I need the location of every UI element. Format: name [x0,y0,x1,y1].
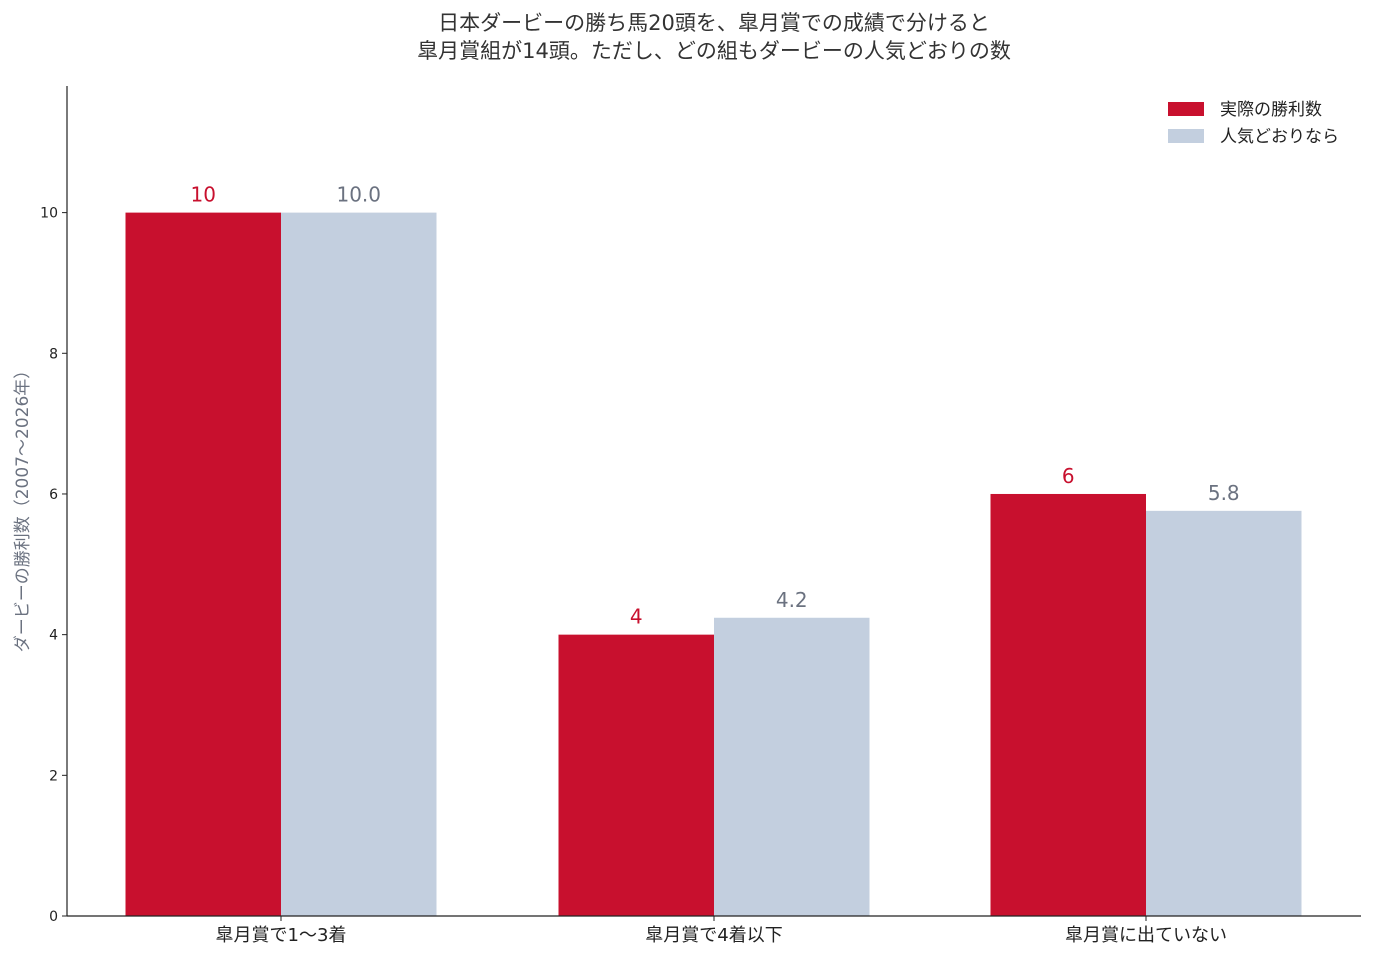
legend: 実際の勝利数 人気どおりなら [1168,100,1339,147]
y-tick-label-6: 6 [49,487,58,503]
y-ticks-group: 0 2 4 6 8 10 [40,206,67,925]
x-tick-label-2: 皐月賞に出ていない [1065,925,1227,946]
bar-expected-1 [714,617,870,916]
bar-actual-1 [558,634,714,916]
legend-label-actual: 実際の勝利数 [1220,100,1322,120]
chart-title-line-2: 皐月賞組が14頭。ただし、どの組もダービーの人気どおりの数 [417,39,1011,63]
data-label-expected-1: 4.2 [776,588,808,612]
bars-group [125,212,1302,916]
data-label-actual-1: 4 [630,605,643,629]
legend-swatch-expected [1168,129,1204,143]
chart-title-line-1: 日本ダービーの勝ち馬20頭を、皐月賞での成績で分けると [438,11,990,35]
data-labels-group: 10 10.0 4 4.2 6 5.8 [191,183,1240,629]
x-tick-label-1: 皐月賞で4着以下 [645,925,782,946]
legend-swatch-actual [1168,102,1204,116]
data-label-expected-2: 5.8 [1208,481,1240,505]
y-axis-label: ダービーの勝利数（2007〜2026年） [13,362,33,653]
bar-expected-2 [1146,510,1302,916]
bar-expected-0 [281,212,437,916]
data-label-expected-0: 10.0 [336,183,381,207]
x-ticks-group: 皐月賞で1〜3着 皐月賞で4着以下 皐月賞に出ていない [216,916,1227,946]
data-label-actual-2: 6 [1062,464,1075,488]
bar-actual-2 [990,493,1146,916]
y-tick-label-8: 8 [49,346,58,362]
bar-actual-0 [125,212,281,916]
y-tick-label-4: 4 [49,628,58,644]
legend-label-expected: 人気どおりなら [1220,127,1339,147]
data-label-actual-0: 10 [191,183,216,207]
y-tick-label-10: 10 [40,206,58,222]
x-tick-label-0: 皐月賞で1〜3着 [216,925,347,946]
y-tick-label-0: 0 [49,909,58,925]
y-tick-label-2: 2 [49,768,58,784]
